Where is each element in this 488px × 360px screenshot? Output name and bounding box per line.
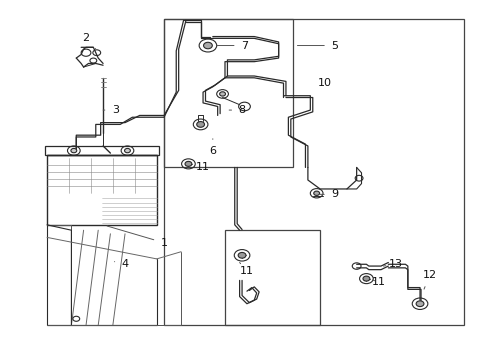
Bar (47, 155, 157, 225)
Text: 1: 1 (107, 226, 167, 248)
Text: 4: 4 (114, 259, 128, 269)
Text: 2: 2 (82, 33, 96, 49)
Text: 9: 9 (320, 189, 338, 199)
Text: 13: 13 (383, 259, 402, 269)
Circle shape (362, 276, 369, 281)
Text: 11: 11 (239, 262, 253, 276)
Text: 12: 12 (422, 270, 436, 289)
Text: 11: 11 (196, 162, 210, 172)
Circle shape (415, 301, 423, 307)
Circle shape (184, 161, 191, 166)
Text: 8: 8 (229, 105, 245, 115)
Circle shape (71, 148, 77, 153)
Text: 3: 3 (103, 105, 119, 115)
Circle shape (313, 191, 319, 195)
Text: 6: 6 (209, 139, 216, 156)
Circle shape (124, 148, 130, 153)
Bar (163, 19, 463, 325)
Circle shape (219, 92, 225, 96)
Circle shape (196, 122, 204, 127)
Bar (224, 230, 320, 325)
Bar (163, 19, 293, 167)
Text: 5: 5 (297, 41, 338, 50)
Text: 7: 7 (217, 41, 247, 50)
Text: 11: 11 (371, 277, 385, 287)
Circle shape (203, 42, 212, 49)
Bar (44, 146, 159, 155)
Text: 10: 10 (317, 78, 331, 88)
Circle shape (238, 252, 245, 258)
